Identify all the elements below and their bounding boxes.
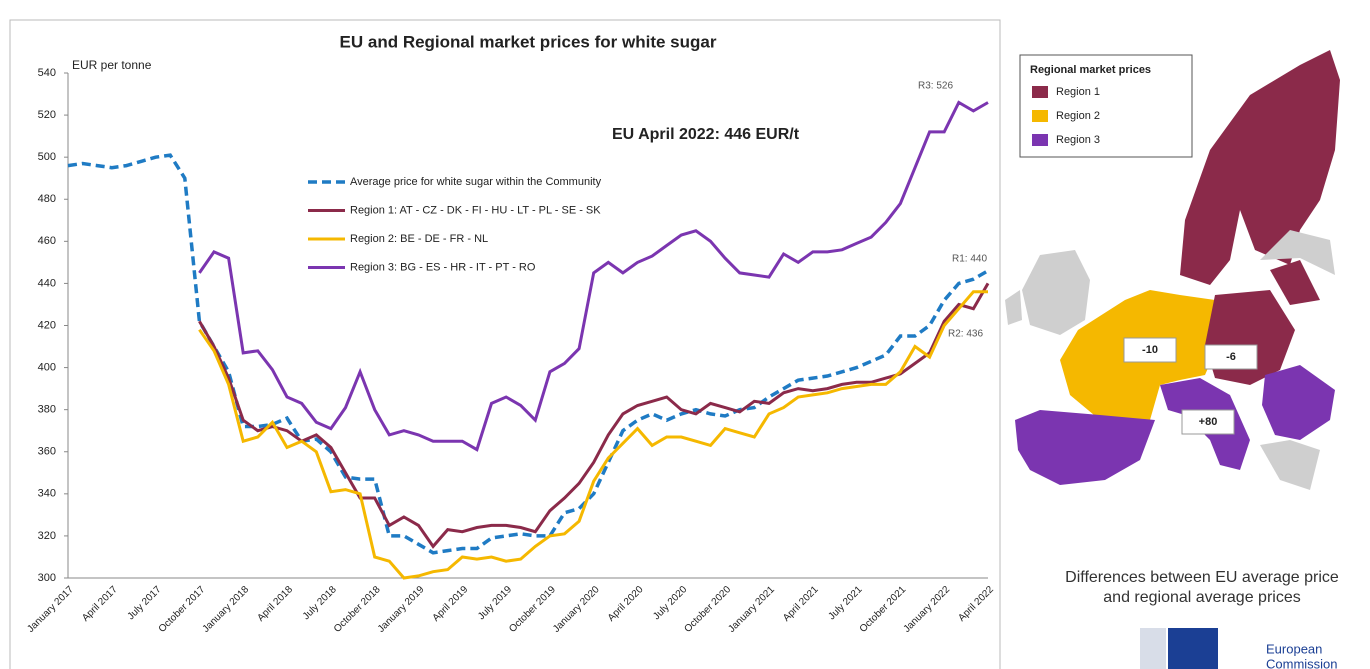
chart-frame [9, 19, 1001, 669]
y-tick-label: 540 [38, 67, 56, 79]
series-line [67, 153, 989, 555]
map-legend-label: Region 3 [1056, 134, 1100, 146]
y-tick-label: 320 [38, 530, 56, 542]
map-label-box [1204, 344, 1258, 370]
map-legend-entries: Region 1 Region 2 Region 3 [1032, 86, 1100, 146]
y-tick-label: 380 [38, 404, 56, 416]
map-legend [1019, 54, 1193, 158]
region-1 [1270, 260, 1320, 305]
map-legend-label: Region 1 [1056, 86, 1100, 98]
y-tick-label: 460 [38, 235, 56, 247]
map-legend-swatch [1032, 110, 1048, 122]
series-line [198, 282, 990, 549]
country [1260, 440, 1320, 490]
legend-label: Average price for white sugar within the… [350, 176, 602, 188]
country [1005, 290, 1022, 325]
map-caption: Differences between EU average price [1065, 569, 1339, 586]
y-tick-label: 520 [38, 109, 56, 121]
map-label: -10 [1142, 344, 1158, 356]
annotation: EU April 2022: 446 EUR/t [612, 126, 800, 143]
series-line [198, 290, 988, 580]
map: -10 -6 +80 [1005, 50, 1340, 490]
y-tick-label: 340 [38, 488, 56, 500]
map-legend-label: Region 2 [1056, 110, 1100, 122]
y-tick-label: 400 [38, 361, 56, 373]
y-axis-label: EUR per tonne [72, 58, 152, 72]
map-legend-title: Regional market prices [1030, 64, 1151, 76]
annotation: R1: 440 [952, 254, 987, 265]
region-3 [1262, 365, 1335, 440]
y-tick-label: 480 [38, 193, 56, 205]
y-tick-label: 500 [38, 151, 56, 163]
map-label-box [1181, 409, 1235, 435]
legend-label: Region 1: AT - CZ - DK - FI - HU - LT - … [350, 204, 601, 216]
annotation: R2: 436 [948, 329, 983, 340]
annotation: R3: 526 [918, 81, 953, 92]
y-tick-label: 300 [38, 572, 56, 584]
ec-building [1140, 628, 1166, 669]
map-label: +80 [1199, 416, 1218, 428]
y-tick-label: 420 [38, 319, 56, 331]
logo-text: European [1266, 641, 1322, 656]
legend-label: Region 2: BE - DE - FR - NL [350, 233, 488, 245]
map-legend-swatch [1032, 86, 1048, 98]
map-label-box [1123, 337, 1177, 363]
legend-label: Region 3: BG - ES - HR - IT - PT - RO [350, 261, 536, 273]
region-1 [1180, 50, 1340, 285]
map-caption: and regional average prices [1103, 589, 1300, 606]
country [1022, 250, 1090, 335]
ec-flag [1168, 628, 1218, 669]
map-label: -6 [1226, 351, 1236, 363]
region-3 [1015, 410, 1155, 485]
y-tick-label: 440 [38, 277, 56, 289]
logo-text: Commission [1266, 656, 1338, 669]
y-tick-label: 360 [38, 446, 56, 458]
plot [67, 100, 990, 580]
map-legend-swatch [1032, 134, 1048, 146]
series-line [198, 100, 989, 452]
country [1260, 230, 1335, 275]
chart-title: EU and Regional market prices for white … [340, 32, 717, 51]
